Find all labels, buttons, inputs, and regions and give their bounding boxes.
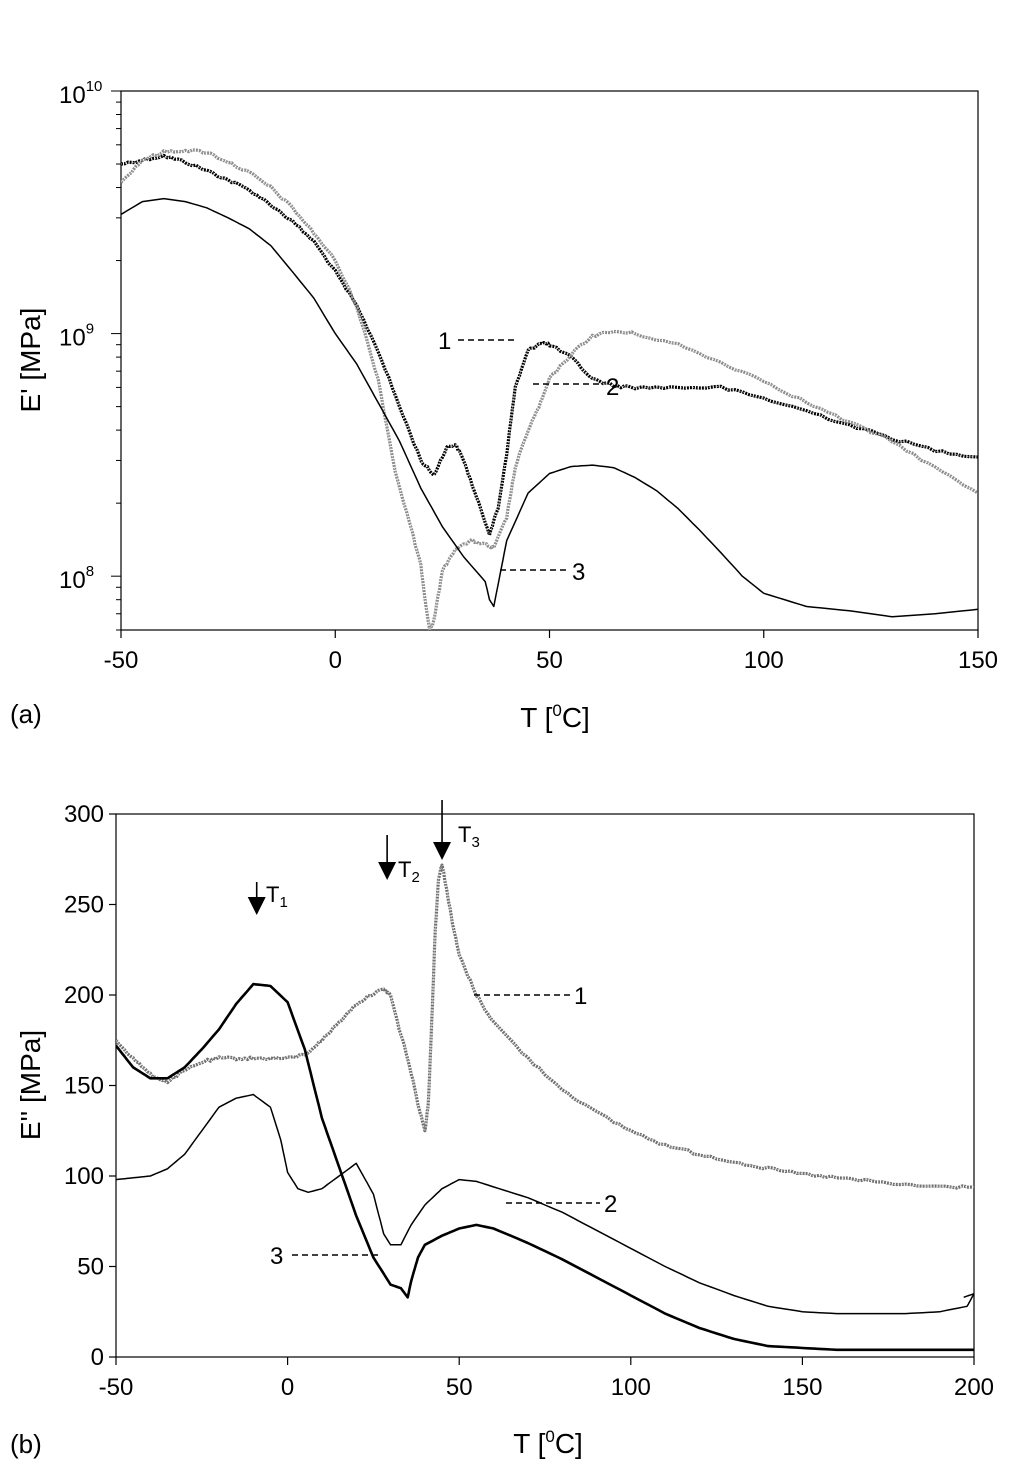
panel-a-x-axis-title-main: T [ <box>520 702 552 733</box>
b-annotation-arrow-head-2 <box>378 862 397 880</box>
a-series-3 <box>121 197 978 618</box>
b-y-tick-label: 50 <box>77 1254 104 1281</box>
a-x-tick-label: 100 <box>744 647 784 674</box>
b-x-tick-label: 0 <box>281 1374 294 1401</box>
panel-b-y-ticks: 0 50 100 150 200 250 300 <box>64 801 116 1371</box>
b-series-3-line <box>116 982 974 1352</box>
b-annotation-label-sub: 2 <box>411 869 419 886</box>
panel-a-y-axis-title: E' [MPa] <box>15 308 46 413</box>
b-annotation-label-1: T1 <box>266 882 288 911</box>
b-y-tick-label: 250 <box>64 892 104 919</box>
a-x-tick-label: 150 <box>958 647 998 674</box>
a-y-tick-label: 1010 <box>59 78 102 109</box>
b-x-tick-label: 100 <box>611 1374 651 1401</box>
a-x-tick-label: 0 <box>329 647 342 674</box>
panel-b-x-ticks: -50 0 50 100 150 200 <box>99 1357 994 1401</box>
a-y-tick-exp: 8 <box>86 563 94 580</box>
b-annotation-label-sub: 3 <box>471 834 479 851</box>
b-series-2-line <box>116 1093 974 1315</box>
b-x-tick-label: 50 <box>446 1374 473 1401</box>
b-curve-label-2: 2 <box>604 1191 617 1218</box>
panel-a-series <box>121 148 978 630</box>
b-y-tick-label: 0 <box>91 1344 104 1371</box>
panel-b: 0 50 100 150 200 250 300 -50 0 50 100 150 200 1 2 3 T… <box>10 800 994 1459</box>
panel-a-x-axis-title-sup: 0 <box>552 701 561 720</box>
b-y-tick-label: 200 <box>64 982 104 1009</box>
a-y-tick-label: 108 <box>59 563 94 594</box>
panel-b-x-axis-title-main: T [ <box>513 1428 545 1459</box>
a-x-tick-label: 50 <box>536 647 563 674</box>
a-y-tick-base: 10 <box>59 567 86 594</box>
panel-b-label: (b) <box>10 1429 42 1459</box>
panel-b-y-axis-title: E'' [MPa] <box>15 1030 46 1140</box>
panel-a-curve-labels: 1 2 3 <box>438 328 619 586</box>
panel-b-x-axis-title-tail: C] <box>555 1428 583 1459</box>
panel-a-x-axis-title-tail: C] <box>562 702 590 733</box>
a-series-1 <box>121 153 978 537</box>
a-y-tick-exp: 10 <box>86 78 103 95</box>
panel-b-series <box>116 863 974 1352</box>
b-curve-label-1: 1 <box>574 983 587 1010</box>
b-curve-label-3: 3 <box>270 1243 283 1270</box>
b-annotation-arrow-head-3 <box>433 842 452 860</box>
b-x-tick-label: 200 <box>954 1374 994 1401</box>
b-y-tick-label: 150 <box>64 1073 104 1100</box>
b-annotation-label-2: T2 <box>398 857 420 886</box>
panel-a-label: (a) <box>10 699 42 729</box>
b-y-tick-label: 300 <box>64 801 104 828</box>
b-annotation-arrow-head-1 <box>247 897 266 915</box>
a-curve-label-1: 1 <box>438 328 451 355</box>
b-annotation-label-main: T <box>266 882 279 907</box>
b-series-1 <box>116 863 974 1190</box>
panel-b-curve-labels: 1 2 3 <box>270 983 617 1270</box>
a-y-tick-exp: 9 <box>86 321 94 338</box>
b-y-tick-label: 100 <box>64 1163 104 1190</box>
a-series-3-line <box>121 197 978 618</box>
panel-a-x-axis-title: T [0C] <box>520 701 590 733</box>
b-x-tick-label: -50 <box>99 1374 134 1401</box>
b-series-2 <box>116 1093 974 1315</box>
b-annotation-label-main: T <box>458 822 471 847</box>
a-curve-label-2: 2 <box>606 374 619 401</box>
a-series-1-line <box>121 153 978 537</box>
a-y-tick-base: 10 <box>59 82 86 109</box>
b-x-tick-label: 150 <box>782 1374 822 1401</box>
a-series-2-line <box>121 148 978 630</box>
a-x-tick-label: -50 <box>104 647 139 674</box>
a-y-tick-base: 10 <box>59 325 86 352</box>
b-series-3 <box>116 982 974 1352</box>
panel-a-x-ticks: -50 0 50 100 150 <box>104 630 998 674</box>
b-annotation-label-main: T <box>398 857 411 882</box>
b-annotation-label-sub: 1 <box>279 894 287 911</box>
a-y-tick-label: 109 <box>59 321 94 352</box>
b-annotation-label-3: T3 <box>458 822 480 851</box>
a-series-2 <box>121 148 978 630</box>
panel-b-x-axis-title: T [0C] <box>513 1427 583 1459</box>
a-curve-label-3: 3 <box>572 559 585 586</box>
b-series-1-line <box>116 863 974 1190</box>
panel-b-x-axis-title-sup: 0 <box>545 1427 554 1446</box>
